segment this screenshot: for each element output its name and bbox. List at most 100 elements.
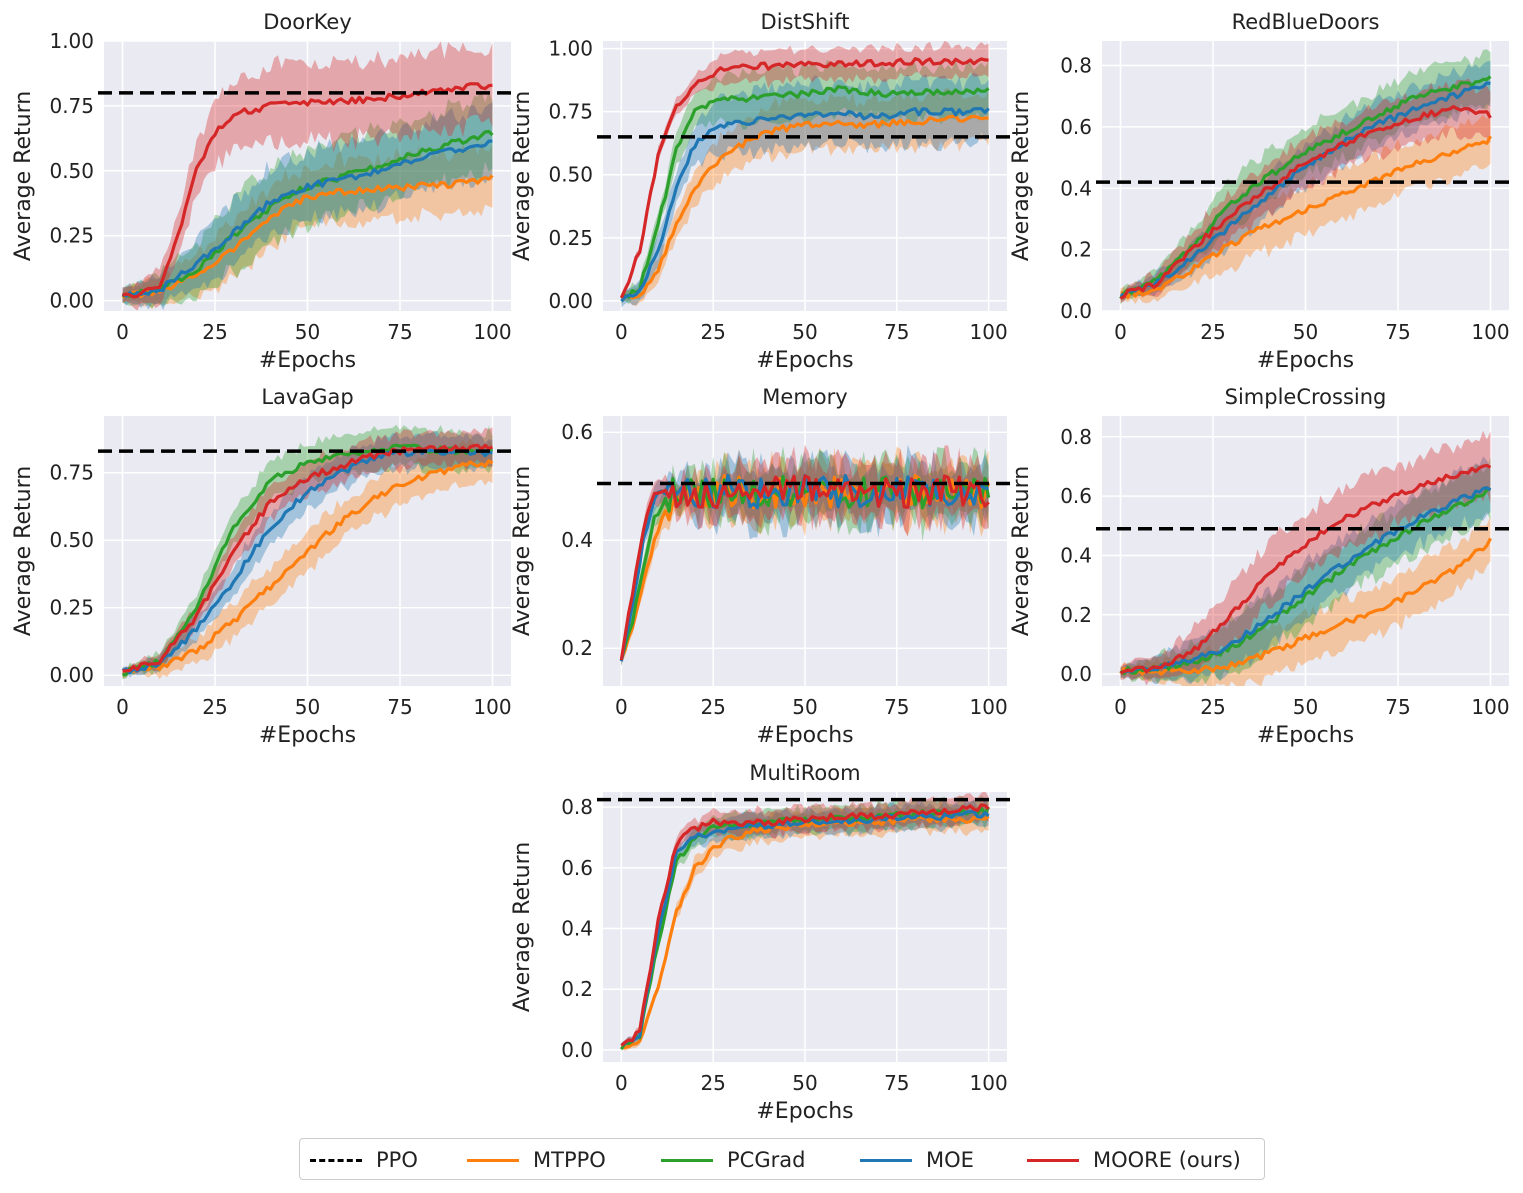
plot-series-group [1119, 430, 1492, 686]
x-tick-label: 100 [970, 320, 1008, 344]
band-mtppo [122, 142, 493, 310]
series-line-mtppo [121, 459, 494, 677]
band-moe [122, 430, 493, 678]
x-tick-label: 100 [970, 695, 1008, 719]
legend-swatch-moore [1027, 1158, 1079, 1162]
chart-title: DistShift [761, 10, 850, 34]
x-axis-label: #Epochs [756, 1099, 853, 1124]
y-tick-label: 0.8 [1060, 425, 1092, 449]
series-line-mtppo [1119, 537, 1492, 676]
band-moe [621, 798, 989, 1048]
y-tick-label: 0.6 [561, 420, 593, 444]
y-tick-label: 0.75 [49, 94, 94, 118]
x-tick-label: 0 [1114, 695, 1127, 719]
y-axis-label: Average Return [510, 91, 535, 261]
legend-label-moore: MOORE (ours) [1093, 1148, 1241, 1172]
band-mtppo [122, 438, 493, 679]
series-line-mtppo [620, 814, 990, 1050]
y-tick-label: 0.50 [49, 528, 94, 552]
x-tick-label: 50 [1293, 695, 1318, 719]
x-axis-label: #Epochs [756, 723, 853, 748]
chart-title: SimpleCrossing [1225, 385, 1387, 409]
panel-redbluedoors: 0 25 50 75 100 0.0 0.2 0.4 0.6 0.8 RedBlueDoors #Ep… [1009, 10, 1515, 373]
chart-grid: 0 25 50 75 1000.000.250.500.751.00DoorKey#Ep… [11, 10, 1515, 1124]
chart-title: DoorKey [263, 10, 352, 34]
legend-item-moe: MOE [860, 1139, 974, 1181]
band-moe [1120, 456, 1491, 685]
x-tick-label: 50 [1293, 320, 1318, 344]
x-tick-label: 100 [473, 320, 511, 344]
band-mtppo [621, 801, 989, 1051]
y-tick-label: 0.4 [1060, 176, 1092, 200]
band-moore-ours [1120, 78, 1491, 303]
panel-lavagap: 0 25 50 75 100 0.00 0.25 0.50 0.75 LavaGap #Epochs… [11, 385, 517, 748]
legend-swatch-mtppo [467, 1158, 519, 1162]
y-axis-label: Average Return [510, 466, 535, 636]
y-tick-label: 0.25 [49, 596, 94, 620]
x-tick-label: 75 [387, 320, 412, 344]
legend-item-mtppo: MTPPO [467, 1139, 606, 1181]
panel-simplecrossing: 0 25 50 75 100 0.0 0.2 0.4 0.6 0.8 SimpleCrossing #… [1009, 385, 1515, 748]
x-tick-label: 0 [615, 695, 628, 719]
y-tick-label: 0.00 [49, 289, 94, 313]
legend-item-ppo: PPO [310, 1139, 418, 1181]
panel-memory: 0 25 50 75 100 0.2 0.4 0.6 Memory #Epochs Average … [510, 385, 1013, 748]
panel-distshift: 0 25 50 75 100 0.00 0.25 0.50 0.75 1.00 DistShift #… [510, 10, 1013, 373]
y-tick-label: 0.6 [561, 856, 593, 880]
y-tick-label: 1.00 [49, 29, 94, 53]
band-moe [621, 72, 989, 308]
x-tick-label: 100 [970, 1071, 1008, 1095]
y-tick-label: 0.4 [561, 917, 593, 941]
series-line-moore-ours [122, 82, 493, 299]
band-moe [122, 102, 493, 311]
y-tick-label: 0.2 [561, 977, 593, 1001]
legend-label-pcgrad: PCGrad [727, 1148, 806, 1172]
series-line-moore-ours [619, 57, 989, 299]
x-tick-label: 25 [700, 1071, 725, 1095]
chart-title: RedBlueDoors [1232, 10, 1380, 34]
series-line-mtppo [1120, 135, 1492, 299]
legend-swatch-pcgrad [661, 1158, 713, 1162]
x-tick-label: 50 [792, 695, 817, 719]
x-tick-label: 0 [1114, 320, 1127, 344]
x-axis-label: #Epochs [1257, 348, 1354, 373]
x-tick-label: 25 [1200, 320, 1225, 344]
legend-label-mtppo: MTPPO [533, 1148, 606, 1172]
x-tick-label: 25 [700, 695, 725, 719]
y-tick-label: 0.0 [561, 1038, 593, 1062]
chart-title: Memory [762, 385, 847, 409]
x-tick-label: 100 [1471, 320, 1509, 344]
y-tick-label: 0.50 [548, 163, 593, 187]
y-tick-label: 0.2 [561, 636, 593, 660]
y-axis-label: Average Return [1009, 466, 1034, 636]
y-tick-label: 0.25 [548, 226, 593, 250]
x-tick-label: 0 [116, 320, 129, 344]
x-tick-label: 0 [615, 320, 628, 344]
band-pcgrad [1120, 457, 1491, 685]
y-tick-label: 0.50 [49, 159, 94, 183]
y-tick-label: 0.2 [1060, 238, 1092, 262]
band-moore-ours [122, 41, 493, 311]
y-tick-label: 1.00 [548, 37, 593, 61]
series-line-pcgrad [121, 129, 494, 298]
x-tick-label: 100 [1471, 695, 1509, 719]
series-line-moe [1119, 81, 1491, 298]
y-tick-label: 0.8 [1060, 54, 1092, 78]
y-tick-label: 0.8 [561, 795, 593, 819]
series-line-moore-ours [620, 803, 990, 1047]
y-axis-label: Average Return [510, 842, 535, 1012]
legend-swatch-ppo [310, 1158, 362, 1162]
legend-swatch-moe [860, 1158, 912, 1162]
chart-title: MultiRoom [749, 761, 860, 785]
panel-multiroom: 0 25 50 75 100 0.0 0.2 0.4 0.6 0.8 MultiRoom #Epoch… [510, 761, 1013, 1124]
band-pcgrad [621, 795, 989, 1052]
x-axis-label: #Epochs [1257, 723, 1354, 748]
series-line-moore-ours [1119, 463, 1492, 675]
x-tick-label: 75 [1385, 695, 1410, 719]
y-tick-label: 0.6 [1060, 484, 1092, 508]
plot-series-group [121, 41, 494, 311]
series-line-moe [620, 107, 990, 303]
y-tick-label: 0.0 [1060, 662, 1092, 686]
series-line-moe [121, 139, 493, 299]
